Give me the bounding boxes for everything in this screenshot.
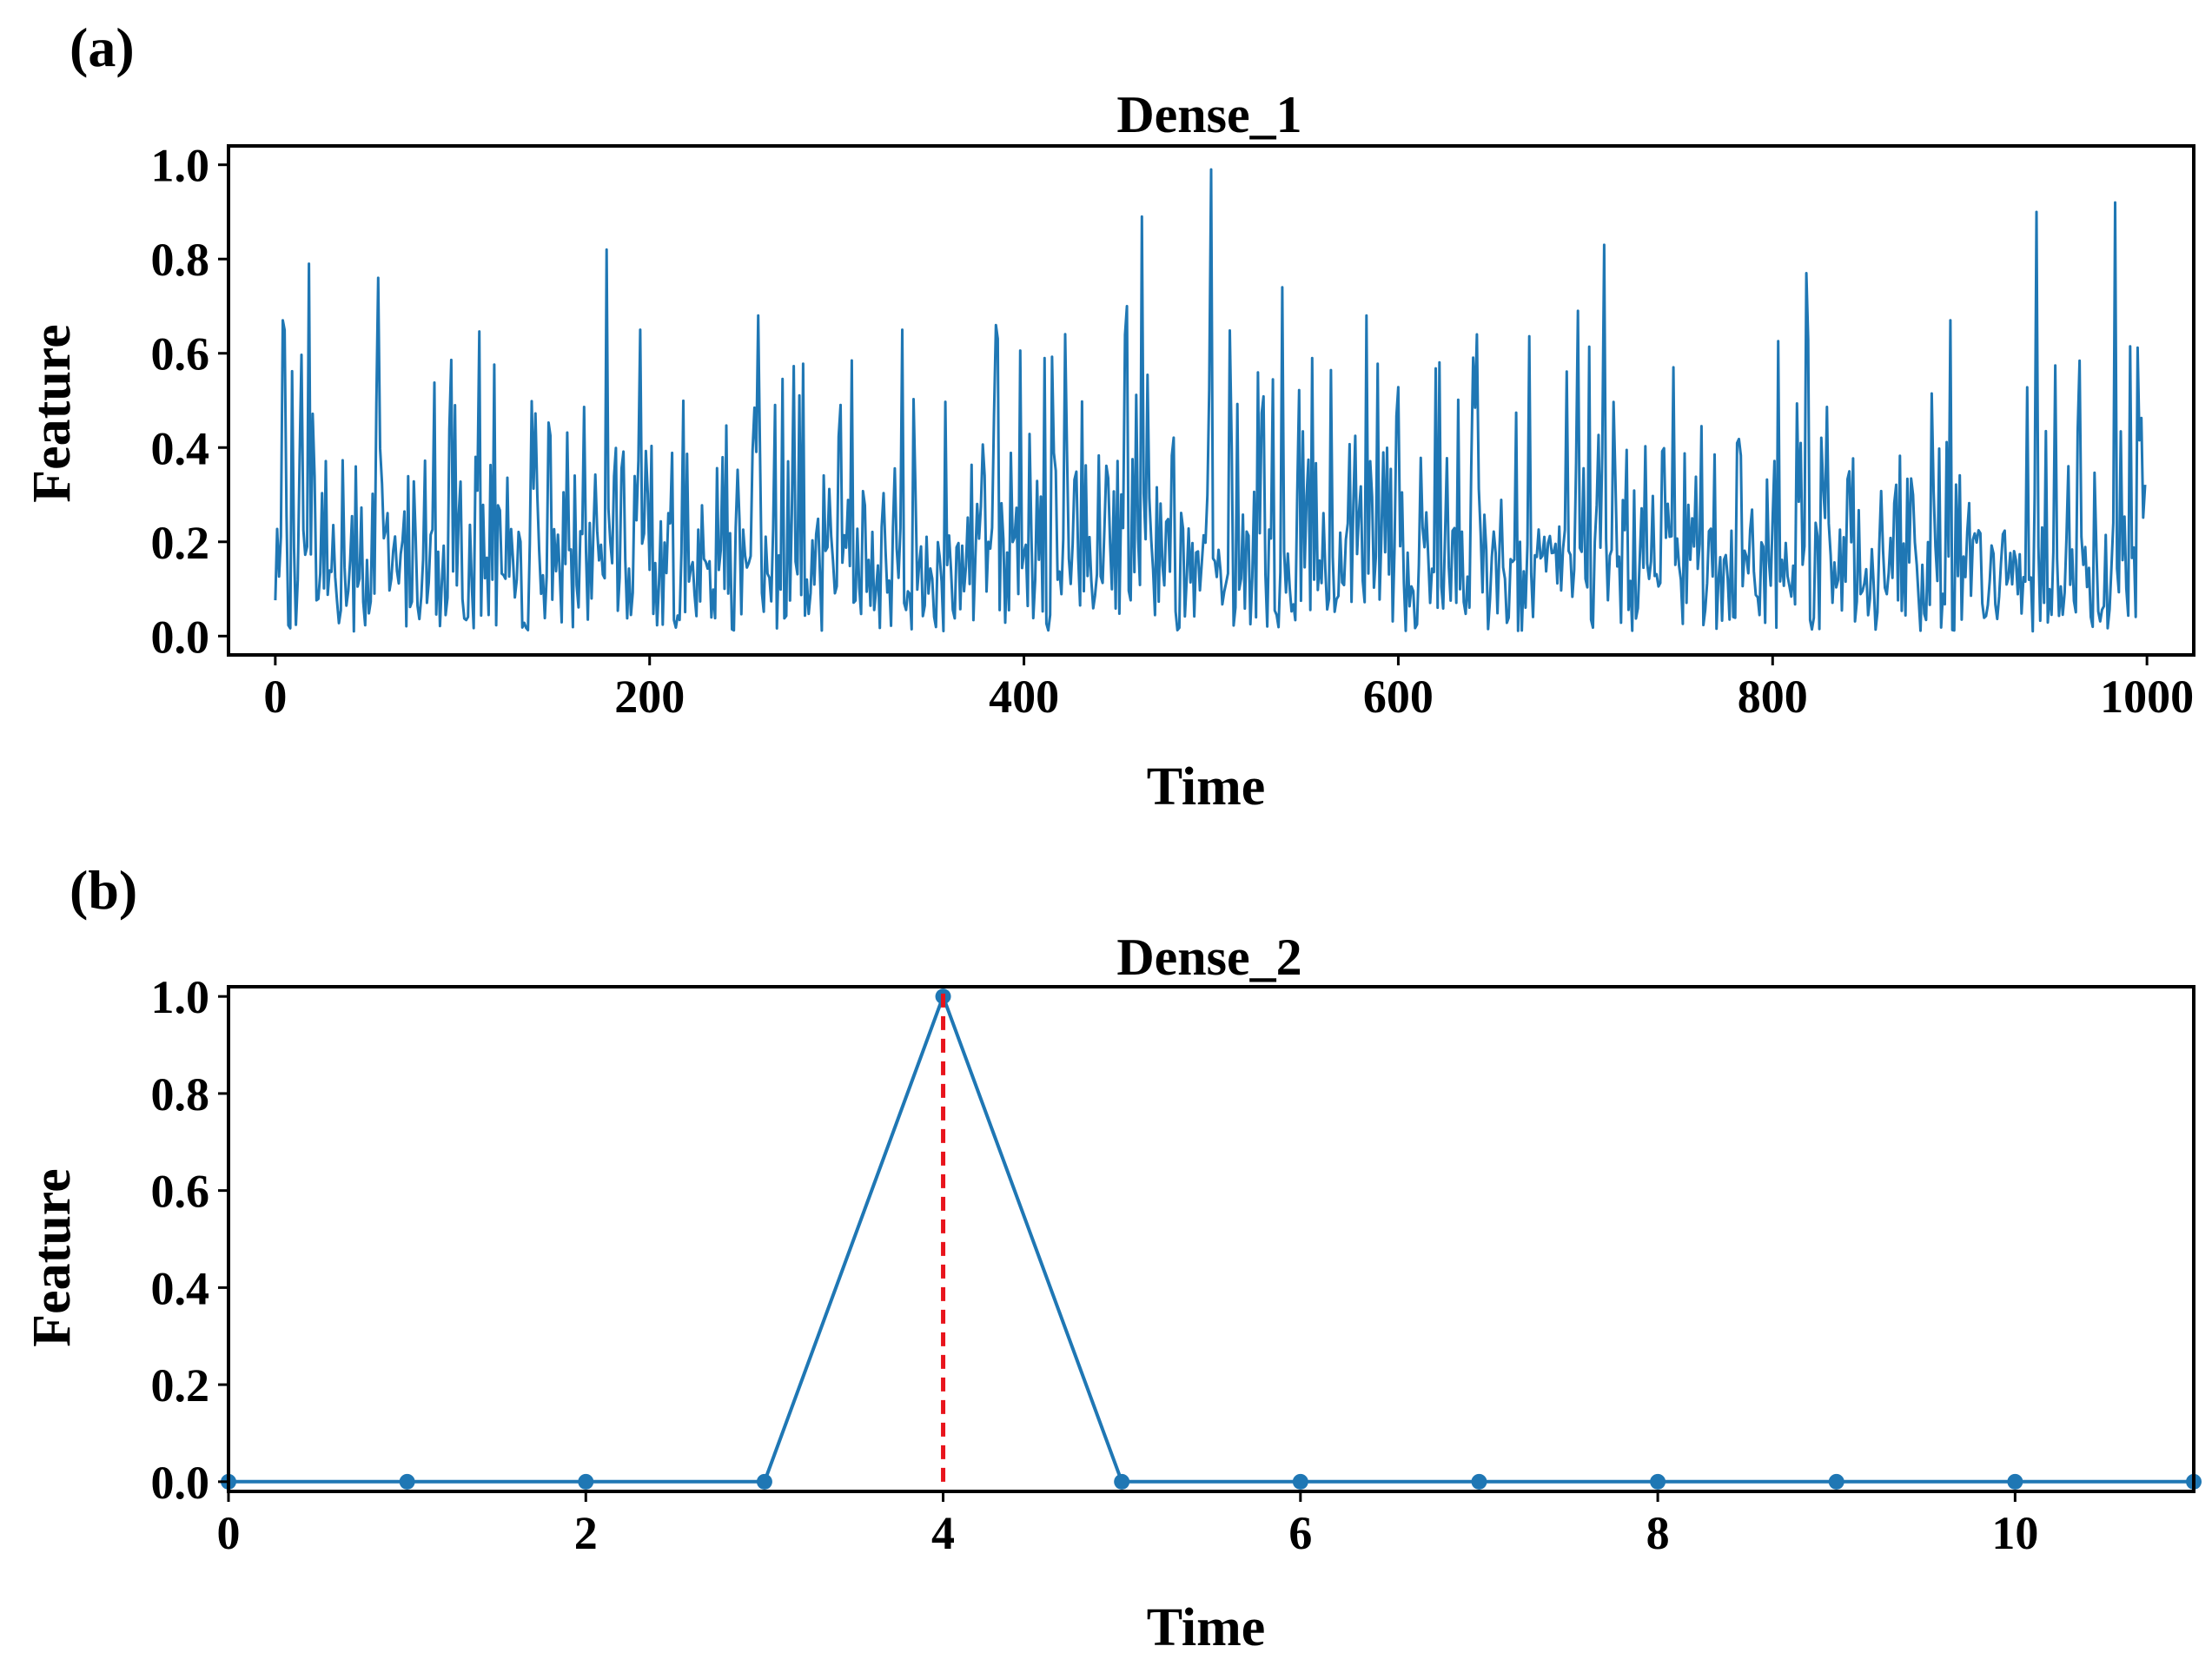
panel-b-title: Dense_2 bbox=[1116, 929, 1301, 986]
panel-b-x-ticks: 0 2 4 6 8 10 bbox=[217, 1491, 2038, 1559]
dense-2-data-point bbox=[756, 1473, 772, 1490]
y-tick-label: 0.4 bbox=[151, 1262, 210, 1314]
panel-a-axes-frame bbox=[227, 144, 2195, 657]
panel-a: (a) Dense_1 0 200 400 600 800 1000 0.00.20.40… bbox=[23, 17, 2195, 816]
panel-b-label: (b) bbox=[70, 859, 137, 921]
dense-2-data-point bbox=[1292, 1473, 1308, 1490]
panel-a-plot-area bbox=[274, 168, 2147, 633]
panel-b-x-axis-label: Time bbox=[1147, 1598, 1266, 1657]
x-tick-label: 8 bbox=[1646, 1507, 1670, 1559]
x-tick-label: 0 bbox=[217, 1507, 241, 1559]
x-tick-label: 6 bbox=[1288, 1507, 1312, 1559]
dense-2-data-point bbox=[399, 1473, 415, 1490]
panel-a-x-ticks: 0 200 400 600 800 1000 bbox=[263, 655, 2194, 723]
y-tick-label: 1.0 bbox=[151, 971, 210, 1023]
panel-a-title: Dense_1 bbox=[1116, 86, 1301, 143]
y-tick-label: 0.0 bbox=[151, 611, 210, 663]
dense-2-data-point bbox=[1828, 1473, 1844, 1490]
dense-2-data-point bbox=[2007, 1473, 2023, 1490]
panel-a-label: (a) bbox=[70, 17, 135, 78]
y-tick-label: 0.8 bbox=[151, 1068, 210, 1121]
dense-2-data-point bbox=[578, 1473, 594, 1490]
x-tick-label: 600 bbox=[1363, 671, 1434, 723]
panel-a-x-axis-label: Time bbox=[1147, 757, 1266, 816]
panel-b-plot-area bbox=[221, 987, 2202, 1490]
x-tick-label: 200 bbox=[614, 671, 685, 723]
x-tick-label: 0 bbox=[263, 671, 287, 723]
x-tick-label: 2 bbox=[574, 1507, 598, 1559]
panel-a-y-ticks: 0.0 0.2 0.4 0.6 0.8 1.0 bbox=[151, 140, 228, 663]
panel-b: (b) Dense_2 0 2 4 6 8 10 0.0 0.2 0.4 0.6 0.8 1.0 T… bbox=[23, 859, 2202, 1657]
y-tick-label: 0.0 bbox=[151, 1457, 210, 1509]
panel-b-y-ticks: 0.0 0.2 0.4 0.6 0.8 1.0 bbox=[151, 971, 228, 1509]
x-tick-label: 800 bbox=[1738, 671, 1808, 723]
dense-2-data-point bbox=[1471, 1473, 1487, 1490]
y-tick-label: 0.8 bbox=[151, 234, 210, 286]
y-tick-label: 1.0 bbox=[151, 140, 210, 192]
dense-2-data-point bbox=[1650, 1473, 1666, 1490]
dense-2-data-point bbox=[1114, 1473, 1130, 1490]
x-tick-label: 400 bbox=[989, 671, 1059, 723]
dense-2-series-line bbox=[228, 991, 2194, 1484]
x-tick-label: 4 bbox=[931, 1507, 955, 1559]
panel-a-y-axis-label: Feature bbox=[23, 324, 82, 502]
y-tick-label: 0.2 bbox=[151, 517, 210, 569]
y-tick-label: 0.4 bbox=[151, 422, 210, 474]
y-tick-label: 0.6 bbox=[151, 328, 210, 380]
panel-b-y-axis-label: Feature bbox=[23, 1168, 82, 1346]
y-tick-label: 0.6 bbox=[151, 1166, 210, 1218]
dense-1-series-line bbox=[274, 168, 2147, 633]
x-tick-label: 10 bbox=[1991, 1507, 2038, 1559]
x-tick-label: 1000 bbox=[2100, 671, 2194, 723]
panel-b-axes-frame bbox=[227, 985, 2195, 1493]
y-tick-label: 0.2 bbox=[151, 1359, 210, 1411]
